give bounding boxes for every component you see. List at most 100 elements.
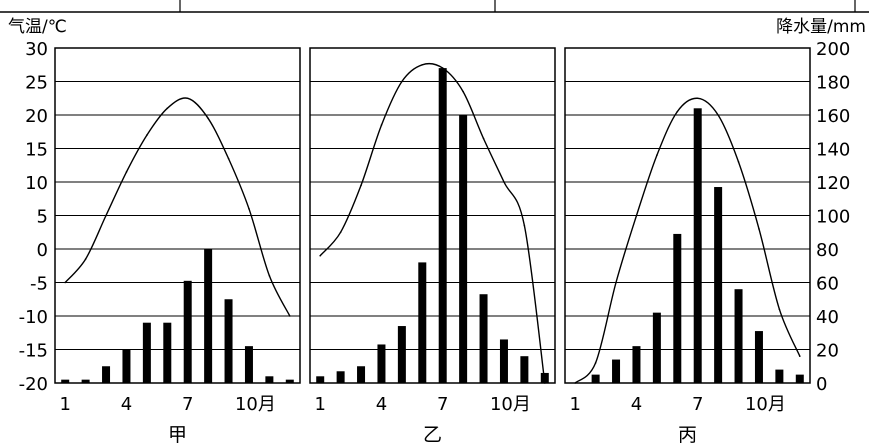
temperature-point — [574, 382, 577, 384]
temperature-point — [64, 281, 67, 284]
precipitation-bar — [61, 379, 70, 383]
right-tick-label: 140 — [816, 140, 850, 161]
precipitation-bar — [714, 187, 723, 383]
temperature-point — [84, 258, 87, 260]
temperature-point — [594, 362, 597, 364]
precipitation-bar — [357, 366, 366, 383]
temperature-point — [268, 275, 271, 277]
right-tick-label: 180 — [816, 73, 850, 94]
precipitation-bar — [183, 280, 192, 383]
x-tick-label: 7 — [692, 394, 703, 415]
temperature-point — [380, 124, 383, 126]
left-tick-label: 5 — [37, 207, 48, 228]
right-tick-label: 40 — [816, 307, 839, 328]
precipitation-bar — [336, 371, 345, 383]
left-tick-label: 15 — [25, 140, 48, 161]
right-tick-label: 160 — [816, 106, 850, 127]
precipitation-bar — [459, 115, 468, 383]
precipitation-bar — [693, 108, 702, 384]
x-tick-label: 4 — [376, 394, 387, 415]
panel-label: 丙 — [678, 424, 697, 446]
precipitation-bar — [418, 262, 427, 383]
temperature-point — [248, 208, 250, 210]
temperature-point — [166, 107, 169, 110]
temperature-point — [676, 110, 679, 113]
temperature-point — [441, 67, 444, 69]
precipitation-bar — [142, 322, 151, 383]
temperature-point — [482, 137, 485, 140]
x-tick-label: 10月 — [235, 394, 276, 415]
temperature-point — [717, 114, 719, 116]
right-tick-label: 200 — [816, 39, 850, 60]
panel-label: 甲 — [168, 424, 187, 446]
temperature-point — [401, 80, 403, 83]
precipitation-bar — [122, 349, 131, 383]
temperature-point — [737, 161, 740, 163]
precipitation-bar — [652, 312, 661, 383]
top-table-edge — [0, 0, 869, 13]
precipitation-bar — [163, 322, 172, 383]
temperature-point — [523, 224, 526, 227]
x-tick-label: 1 — [314, 394, 325, 415]
temperature-point — [105, 214, 107, 217]
precipitation-bar — [520, 356, 529, 383]
left-tick-label: 10 — [25, 173, 48, 194]
left-tick-label: 0 — [37, 240, 48, 261]
temperature-line — [319, 62, 546, 384]
precipitation-bar — [244, 346, 253, 383]
precipitation-bar — [397, 326, 406, 383]
temperature-line — [574, 97, 801, 384]
temperature-point — [503, 181, 505, 183]
left-tick-label: -15 — [19, 341, 48, 362]
precipitation-bar — [316, 376, 325, 383]
temperature-point — [319, 254, 322, 257]
temperature-line — [64, 97, 291, 317]
left-tick-label: 20 — [25, 106, 48, 127]
temperature-point — [615, 281, 617, 284]
left-tick-label: -5 — [30, 274, 48, 295]
temperature-point — [656, 154, 658, 156]
precipitation-bar — [499, 339, 508, 383]
panel-label: 乙 — [423, 424, 442, 446]
x-tick-label: 1 — [59, 394, 70, 415]
x-tick-label: 4 — [631, 394, 642, 415]
temperature-point — [360, 184, 362, 187]
temperature-point — [421, 63, 424, 66]
axes: 气温/℃ 降水量/mm302520151050-5-10-15-202001801… — [8, 17, 866, 395]
temperature-point — [635, 214, 638, 217]
left-tick-label: 25 — [25, 73, 48, 94]
precipitation-bar — [102, 366, 111, 383]
right-tick-label: 100 — [816, 207, 850, 228]
precipitation-bar — [479, 294, 488, 383]
left-tick-label: -20 — [19, 374, 48, 395]
temperature-point — [778, 308, 781, 311]
precipitation-bar — [204, 249, 213, 383]
x-tick-label: 10月 — [745, 394, 786, 415]
precipitation-bar — [754, 331, 763, 383]
right-tick-label: 60 — [816, 274, 839, 295]
precipitation-bar — [591, 374, 600, 383]
x-tick-label: 10月 — [490, 394, 531, 415]
right-tick-label: 20 — [816, 341, 839, 362]
temperature-point — [543, 382, 546, 384]
left-tick-label: 30 — [25, 39, 48, 60]
panel-frame — [54, 47, 301, 384]
temperature-point — [288, 315, 291, 317]
panel-frame — [564, 47, 811, 384]
right-tick-label: 80 — [816, 240, 839, 261]
temperature-point — [798, 355, 801, 358]
temperature-point — [186, 97, 189, 100]
temperature-point — [339, 231, 342, 234]
right-tick-label: 0 — [816, 374, 827, 395]
temperature-point — [227, 157, 230, 160]
precipitation-bar — [612, 359, 621, 383]
precipitation-bar — [285, 379, 294, 383]
temperature-point — [146, 134, 148, 136]
precipitation-bar — [734, 289, 743, 383]
precipitation-bar — [673, 233, 682, 383]
